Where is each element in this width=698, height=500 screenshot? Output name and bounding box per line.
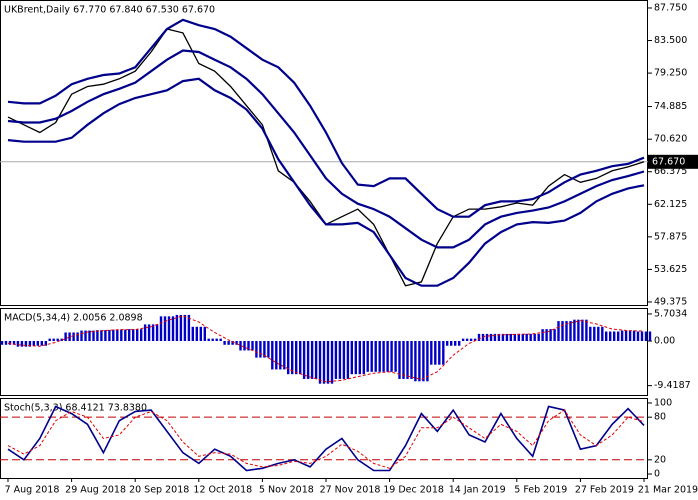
x-tick-label: 19 Dec 2018 (383, 485, 444, 496)
y-tick-label: 80 (654, 412, 666, 423)
y-tick-label: 49.375 (654, 296, 687, 307)
x-tick-label: 14 Jan 2019 (449, 485, 506, 496)
y-tick-label: 0 (654, 469, 660, 480)
y-tick-label: -9.4187 (654, 380, 691, 391)
price-line (7, 77, 645, 287)
y-tick-label: 70.620 (654, 134, 687, 145)
panel-title: UKBrent,Daily 67.770 67.840 67.530 67.67… (4, 5, 215, 16)
indicator-line (7, 405, 645, 472)
y-tick-label: 100 (654, 397, 672, 408)
y-tick-label: 62.125 (654, 199, 687, 210)
panel-frame (0, 0, 648, 306)
x-tick-label: 20 Sep 2018 (129, 485, 189, 496)
last-price-label: 67.670 (652, 156, 685, 167)
y-tick-label: 57.875 (654, 231, 687, 242)
price-line (7, 49, 645, 249)
x-tick-label: 5 Feb 2019 (514, 485, 567, 496)
indicator-line (7, 315, 645, 383)
price-line (7, 28, 645, 287)
x-tick-label: 12 Oct 2018 (193, 485, 252, 496)
x-tick-label: 27 Feb 2019 (575, 485, 634, 496)
y-tick-label: 66.375 (654, 166, 687, 177)
y-tick-label: 83.500 (654, 35, 687, 46)
panel-frame (0, 398, 648, 479)
x-tick-label: 29 Aug 2018 (65, 485, 126, 496)
y-tick-label: 53.625 (654, 264, 687, 275)
y-tick-label: 87.750 (654, 2, 687, 13)
panel-title: Stoch(5,3,3) 68.4121 73.8380 (4, 403, 147, 414)
y-tick-label: 5.7034 (654, 308, 687, 319)
panel-title: MACD(5,34,4) 2.0056 2.0898 (4, 313, 143, 324)
last-price-box (648, 154, 698, 169)
y-tick-label: 0.00 (654, 335, 675, 346)
panel-frame (0, 308, 648, 396)
y-tick-label: 79.250 (654, 68, 687, 79)
x-tick-label: 7 Aug 2018 (5, 485, 60, 496)
y-tick-label: 20 (654, 454, 666, 465)
price-line (7, 18, 645, 218)
y-tick-label: 74.885 (654, 101, 687, 112)
x-tick-label: 5 Nov 2018 (259, 485, 314, 496)
x-tick-label: 21 Mar 2019 (638, 485, 698, 496)
x-tick-label: 27 Nov 2018 (320, 485, 381, 496)
